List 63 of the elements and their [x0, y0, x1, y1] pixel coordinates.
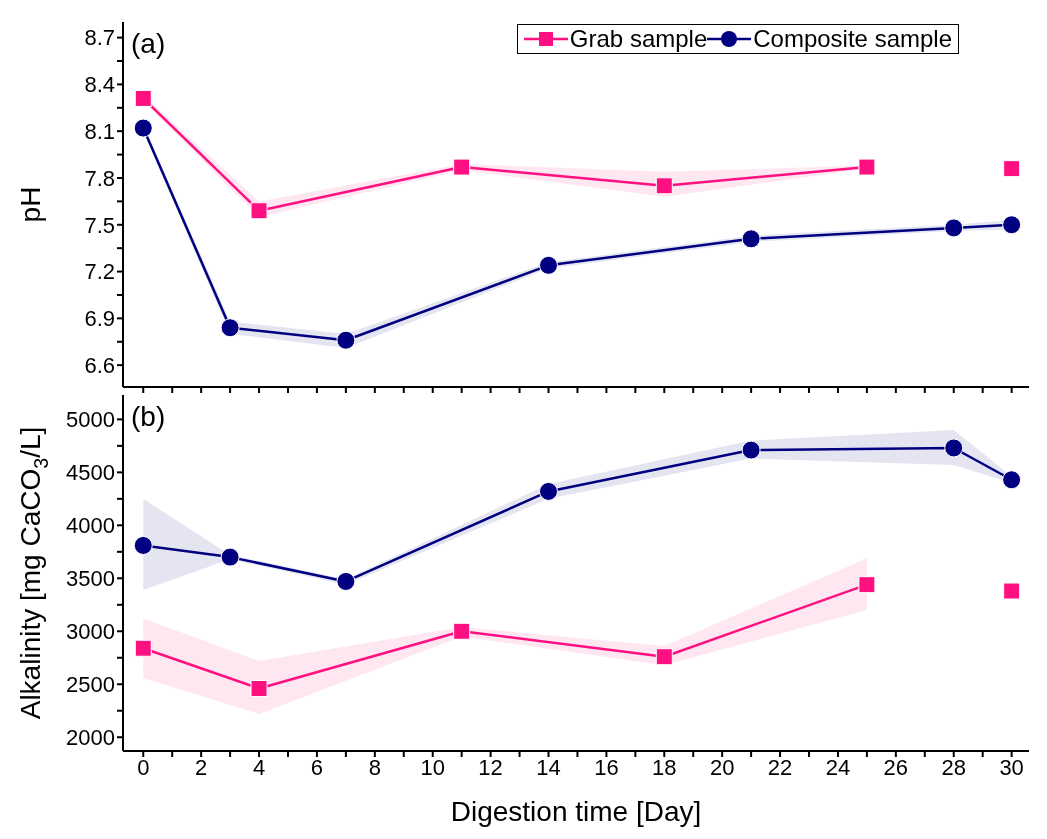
- point: [336, 330, 356, 350]
- point: [453, 622, 471, 640]
- x-tick-label: 6: [310, 754, 324, 780]
- legend-label: Composite sample: [753, 25, 952, 53]
- y-tick-label: 6.9: [84, 306, 115, 332]
- y-tick-label: 7.8: [84, 165, 115, 191]
- point: [134, 89, 152, 107]
- y-tick-label: 8.1: [84, 119, 115, 144]
- annotation: (a): [131, 28, 166, 60]
- point: [1002, 470, 1022, 490]
- y-tick-label: 7.2: [84, 259, 115, 285]
- point: [858, 576, 876, 594]
- point: [250, 679, 268, 697]
- x-tick-label: 16: [594, 754, 619, 780]
- x-tick-label: 12: [478, 754, 503, 780]
- y-tick-label: 4500: [66, 460, 115, 486]
- y-tick-label: 2000: [66, 725, 115, 751]
- legend-label: Grab sample: [569, 25, 708, 53]
- point: [134, 639, 152, 657]
- y-tick-label: 8.7: [84, 25, 115, 51]
- y-tick-label: 5000: [66, 407, 115, 433]
- x-tick-label: 10: [420, 754, 445, 780]
- point: [336, 571, 356, 591]
- point: [250, 202, 268, 220]
- point: [133, 118, 153, 138]
- x-tick-label: 28: [941, 754, 966, 780]
- point: [944, 218, 964, 238]
- y-tick-label: 2500: [66, 672, 115, 698]
- point: [655, 648, 673, 666]
- x-tick-label: 14: [536, 754, 561, 780]
- point: [944, 438, 964, 458]
- x-tick-label: 20: [709, 754, 735, 780]
- y-tick-label: 3500: [66, 566, 115, 592]
- point: [858, 158, 876, 176]
- x-tick-label: 8: [368, 754, 381, 780]
- point: [539, 481, 558, 501]
- y-tick-label: 7.5: [84, 212, 115, 238]
- point: [741, 440, 761, 460]
- point: [655, 177, 673, 195]
- y-tick-label: 8.4: [84, 72, 115, 98]
- y-tick-label: 4000: [66, 513, 115, 539]
- x-tick-label: 26: [883, 754, 909, 780]
- point: [453, 158, 471, 176]
- x-tick-label: 24: [825, 754, 851, 780]
- x-tick-label: 2: [195, 754, 208, 780]
- x-tick-label: 0: [137, 754, 150, 780]
- point: [133, 535, 153, 555]
- point: [1003, 160, 1021, 178]
- x-tick-label: 4: [252, 754, 266, 780]
- x-tick-label: 18: [652, 754, 677, 780]
- y-tick-label: 3000: [66, 619, 115, 645]
- x-axis-title: Digestion time [Day]: [450, 796, 702, 827]
- point: [741, 229, 761, 249]
- x-tick-label: 30: [999, 754, 1024, 780]
- point: [220, 547, 240, 567]
- point: [220, 318, 240, 338]
- y-tick-label: 6.6: [84, 352, 115, 378]
- y-axis-title: pH: [14, 186, 46, 223]
- x-tick-label: 22: [767, 754, 793, 780]
- point: [1003, 582, 1021, 600]
- point: [539, 255, 558, 275]
- annotation: (b): [131, 401, 166, 433]
- point: [1002, 215, 1022, 235]
